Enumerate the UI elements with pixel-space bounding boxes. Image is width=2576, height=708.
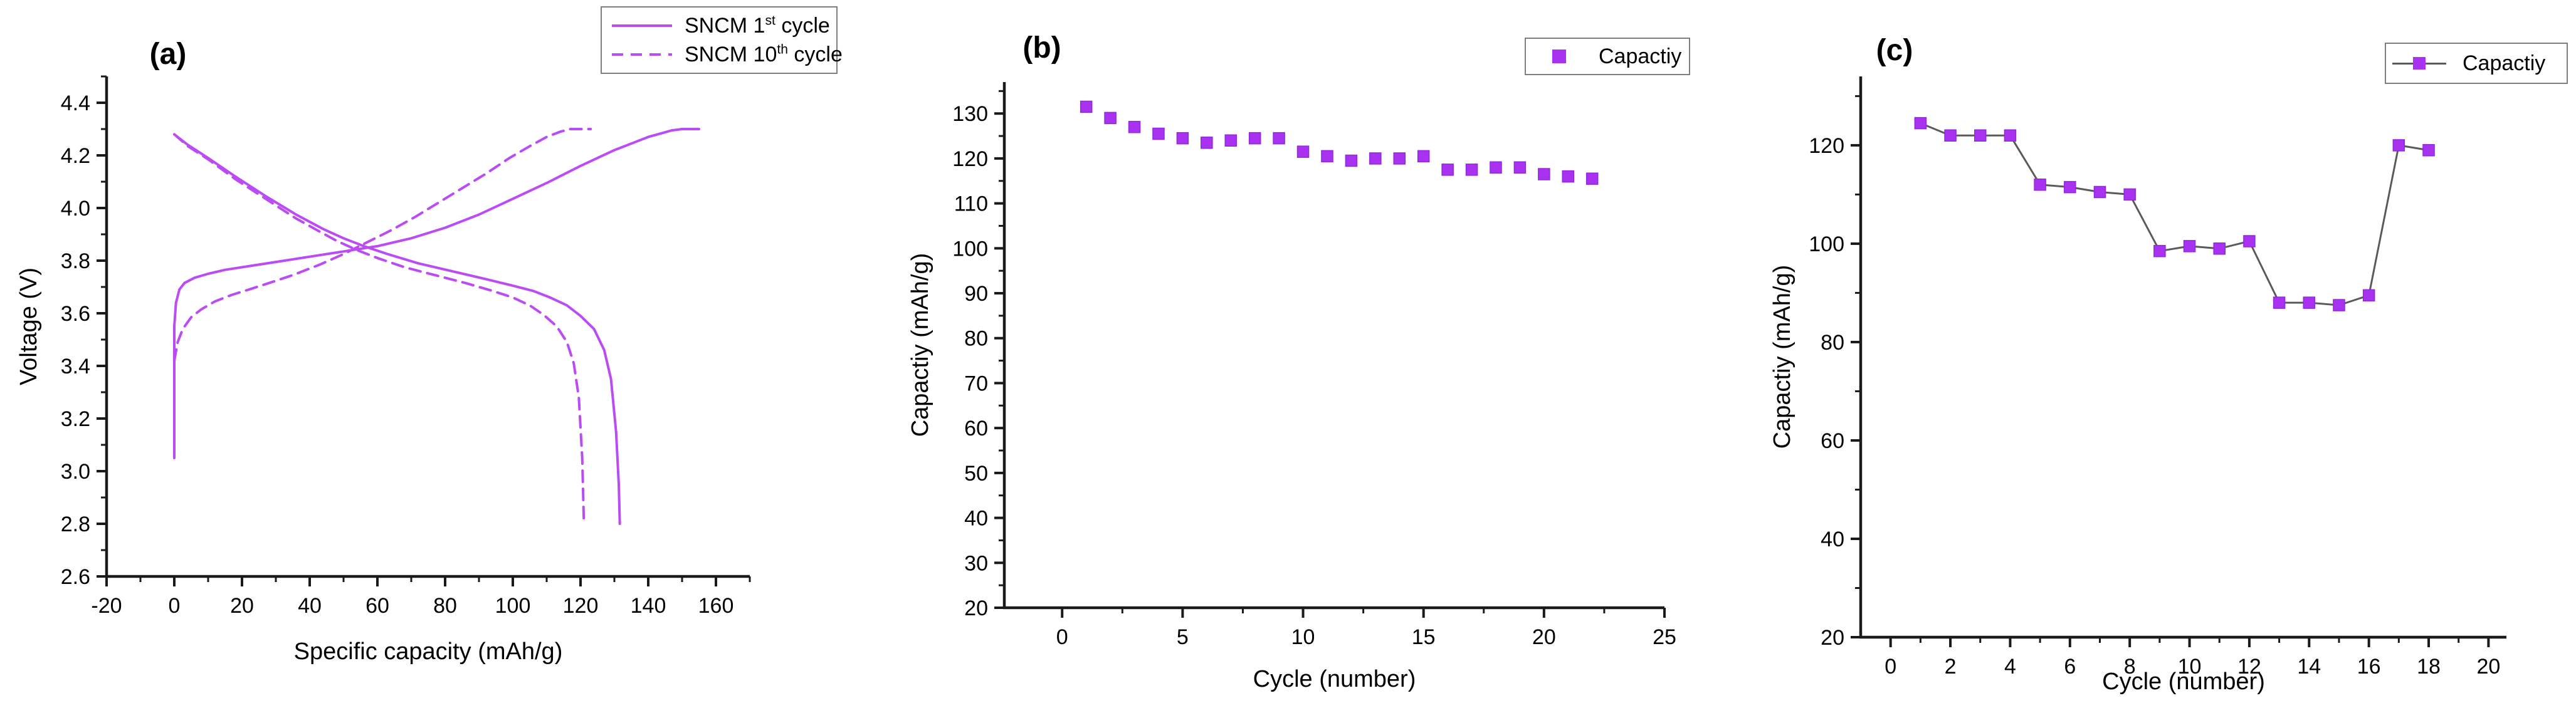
svg-text:60: 60 xyxy=(1821,429,1844,453)
svg-text:0: 0 xyxy=(1056,625,1068,649)
svg-text:16: 16 xyxy=(2357,655,2381,679)
svg-text:25: 25 xyxy=(1653,625,1676,649)
legend-row-sncm-1st: SNCM 1st cycle xyxy=(612,13,830,39)
svg-text:3.8: 3.8 xyxy=(61,249,90,273)
svg-text:110: 110 xyxy=(954,192,988,216)
svg-text:(a): (a) xyxy=(150,38,187,71)
svg-text:120: 120 xyxy=(952,147,988,171)
svg-text:30: 30 xyxy=(964,551,988,575)
svg-text:100: 100 xyxy=(952,237,988,261)
svg-text:Capactiy (mAh/g): Capactiy (mAh/g) xyxy=(907,253,933,437)
svg-text:3.6: 3.6 xyxy=(61,302,90,326)
legend-row-sncm-10th: SNCM 10th cycle xyxy=(612,41,843,68)
svg-text:70: 70 xyxy=(964,372,988,395)
svg-text:50: 50 xyxy=(964,462,988,486)
svg-text:20: 20 xyxy=(964,596,988,620)
svg-text:4.0: 4.0 xyxy=(61,197,90,221)
svg-text:120: 120 xyxy=(563,594,599,618)
svg-text:40: 40 xyxy=(964,507,988,531)
svg-text:Specific capacity (mAh/g): Specific capacity (mAh/g) xyxy=(294,638,563,665)
svg-text:10: 10 xyxy=(2178,655,2202,679)
svg-text:5: 5 xyxy=(1177,625,1189,649)
svg-text:(c): (c) xyxy=(1876,34,1913,67)
svg-text:20: 20 xyxy=(1821,626,1844,650)
svg-text:20: 20 xyxy=(230,594,254,618)
svg-text:130: 130 xyxy=(952,102,988,126)
svg-text:15: 15 xyxy=(1412,625,1436,649)
chart-c-capacity-cycles: 0 2 4 6 8 10 12 14 16 18 20 20 40 60 80 100 120 Cycle (nu… xyxy=(1769,34,2506,695)
svg-text:3.2: 3.2 xyxy=(61,407,90,431)
svg-text:0: 0 xyxy=(1885,655,1896,679)
svg-text:160: 160 xyxy=(698,594,734,618)
svg-text:6: 6 xyxy=(2064,655,2076,679)
panel-c: 0 2 4 6 8 10 12 14 16 18 20 20 40 60 80 100 120 Cycle (nu… xyxy=(1693,0,2576,708)
panel-a: -20 0 20 40 60 80 100 120 140 160 2.6 2.8 3.0 3.2 3.4 3… xyxy=(0,0,843,708)
svg-text:Cycle (number): Cycle (number) xyxy=(2102,669,2265,695)
legend-label-sncm-1st: SNCM 1st cycle xyxy=(685,13,830,38)
svg-text:60: 60 xyxy=(964,417,988,440)
svg-text:3.0: 3.0 xyxy=(61,460,90,484)
svg-text:3.4: 3.4 xyxy=(61,355,90,378)
svg-text:100: 100 xyxy=(1809,232,1844,256)
legend-label-capacity: Capactiy xyxy=(2463,51,2546,75)
svg-text:2.6: 2.6 xyxy=(61,565,90,589)
svg-text:100: 100 xyxy=(495,594,531,618)
legend-row-capacity: Capactiy xyxy=(2392,50,2560,77)
svg-text:10: 10 xyxy=(1291,625,1315,649)
dashed-line-sample-icon xyxy=(612,53,672,56)
svg-text:8: 8 xyxy=(2124,655,2136,679)
legend-c: Capactiy xyxy=(2385,43,2568,84)
svg-text:20: 20 xyxy=(1532,625,1556,649)
square-marker-sample-icon xyxy=(1552,49,1566,63)
svg-text:2: 2 xyxy=(1945,655,1957,679)
svg-text:140: 140 xyxy=(631,594,666,618)
svg-text:0: 0 xyxy=(169,594,181,618)
svg-text:120: 120 xyxy=(1809,134,1844,158)
svg-text:80: 80 xyxy=(433,594,457,618)
svg-text:12: 12 xyxy=(2237,655,2261,679)
chart-a-voltage-capacity: -20 0 20 40 60 80 100 120 140 160 2.6 2.8 3.0 3.2 3.4 3… xyxy=(16,38,751,665)
legend-a: SNCM 1st cycle SNCM 10th cycle xyxy=(601,6,843,74)
svg-text:40: 40 xyxy=(1821,528,1844,551)
svg-text:20: 20 xyxy=(2476,655,2500,679)
chart-b-capacity-cycles: 0 5 10 15 20 25 20 30 40 50 60 70 80 90 100 110 120 130 Cy… xyxy=(907,31,1676,692)
panel-b: 0 5 10 15 20 25 20 30 40 50 60 70 80 90 100 110 120 130 Cy… xyxy=(834,0,1693,708)
svg-text:80: 80 xyxy=(1821,331,1844,355)
legend-label-capacity: Capactiy xyxy=(1599,44,1682,68)
svg-text:18: 18 xyxy=(2417,655,2441,679)
svg-text:Capactiy (mAh/g): Capactiy (mAh/g) xyxy=(1769,265,1795,449)
svg-text:2.8: 2.8 xyxy=(61,513,90,536)
solid-line-sample-icon xyxy=(612,24,672,27)
legend-row-capacity: Capactiy xyxy=(1535,43,1682,70)
svg-text:80: 80 xyxy=(964,327,988,351)
svg-text:Voltage (V): Voltage (V) xyxy=(16,268,42,385)
svg-text:60: 60 xyxy=(365,594,389,618)
svg-text:4: 4 xyxy=(2004,655,2016,679)
svg-text:40: 40 xyxy=(298,594,322,618)
svg-text:Cycle (number): Cycle (number) xyxy=(1253,666,1416,692)
legend-label-sncm-10th: SNCM 10th cycle xyxy=(685,42,843,66)
svg-text:4.4: 4.4 xyxy=(61,91,90,115)
svg-text:14: 14 xyxy=(2297,655,2321,679)
svg-text:90: 90 xyxy=(964,282,988,306)
legend-b: Capactiy xyxy=(1525,38,1690,75)
svg-text:(b): (b) xyxy=(1023,31,1061,65)
svg-text:4.2: 4.2 xyxy=(61,144,90,168)
line-square-marker-sample-icon xyxy=(2392,56,2446,70)
svg-text:-20: -20 xyxy=(91,594,122,618)
